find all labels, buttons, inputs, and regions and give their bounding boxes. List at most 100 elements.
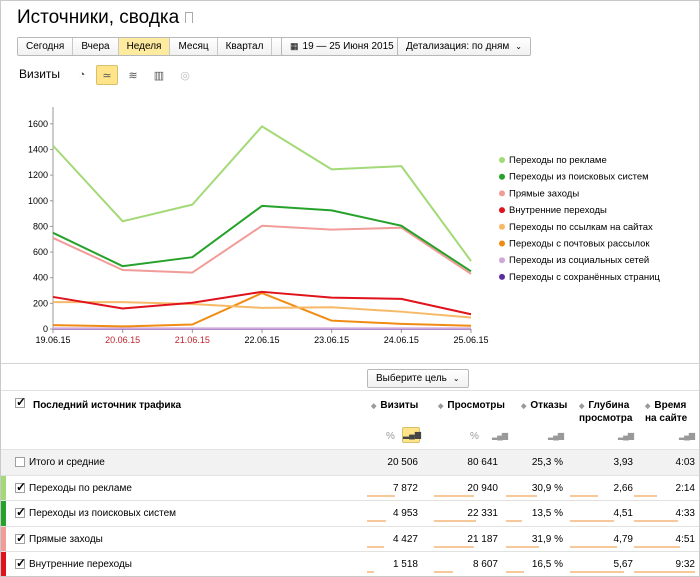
column-bounce-header[interactable]: ◆ Отказы xyxy=(521,400,567,413)
row-checkbox[interactable] xyxy=(15,556,26,570)
cell-value: 30,9 % xyxy=(531,482,563,494)
map-pin-icon[interactable]: ◎ xyxy=(180,69,190,82)
cell-share-bar xyxy=(434,520,476,522)
row-label: Переходы из поисковых систем xyxy=(29,508,177,519)
row-label: Переходы по рекламе xyxy=(29,482,132,494)
cell-value: 31,9 % xyxy=(531,533,563,545)
row-label: Внутренние переходы xyxy=(29,559,132,570)
sort-icon: ◆ xyxy=(438,403,444,410)
percent-toggle-pageviews[interactable]: % xyxy=(470,431,479,442)
cell-value: 4:51 xyxy=(675,533,695,545)
row-checkbox[interactable] xyxy=(15,531,26,545)
percent-toggle-visits[interactable]: % xyxy=(386,431,395,442)
detail-dropdown[interactable]: Детализация: по дням ⌄ xyxy=(397,37,531,56)
column-bounce-label: Отказы xyxy=(530,400,568,411)
cell-share-bar xyxy=(570,494,598,497)
bookmark-icon[interactable] xyxy=(185,12,194,23)
series-line xyxy=(52,204,472,273)
column-depth-header[interactable]: ◆ Глубина просмотра xyxy=(579,400,635,425)
x-tick-label: 23.06.15 xyxy=(314,335,349,345)
cell-value: 5,67 xyxy=(613,559,633,570)
series-line xyxy=(52,125,472,262)
cell-value: 20 506 xyxy=(387,457,418,468)
row-label: Прямые заходы xyxy=(29,533,103,545)
dimension-header[interactable]: Последний источник трафика xyxy=(33,400,182,411)
pie-chart-icon[interactable]: ◔ xyxy=(78,69,86,81)
sort-icon: ◆ xyxy=(579,403,585,410)
goal-select-button[interactable]: Выберите цель ⌄ xyxy=(367,369,469,388)
y-tick-label: 200 xyxy=(33,298,48,308)
bars-toggle-pageviews[interactable]: ▂▄▆ xyxy=(492,431,508,440)
period-selector: Сегодня Вчера Неделя Месяц Квартал Год xyxy=(17,37,306,56)
cell-value: 22 331 xyxy=(467,508,498,519)
cell-share-bar xyxy=(506,494,537,497)
table-row[interactable]: Внутренние переходы 1 518 8 607 16,5 % 5,67 9… xyxy=(1,551,699,576)
y-tick-label: 1000 xyxy=(28,196,48,206)
cell-share-bar xyxy=(634,545,680,548)
row-checkbox[interactable] xyxy=(15,505,26,519)
cell-value: 4 953 xyxy=(392,508,418,519)
table-row[interactable]: Прямые заходы 4 427 21 187 31,9 % 4,79 4:51 xyxy=(1,525,699,552)
cell-share-bar xyxy=(434,571,453,573)
chevron-down-icon: ⌄ xyxy=(452,374,460,383)
legend-label: Внутренние переходы xyxy=(509,205,607,216)
row-label: Итого и средние xyxy=(29,457,105,468)
row-checkbox[interactable] xyxy=(15,480,26,494)
row-checkbox[interactable] xyxy=(15,457,25,467)
legend-label: Переходы из социальных сетей xyxy=(509,255,649,266)
period-week-button[interactable]: Неделя xyxy=(118,38,171,55)
legend-label: Переходы из поисковых систем xyxy=(509,172,649,183)
period-month-button[interactable]: Месяц xyxy=(170,38,218,55)
x-tick-label: 22.06.15 xyxy=(244,335,279,345)
cell-share-bar xyxy=(570,571,624,573)
cell-share-bar xyxy=(367,520,386,522)
cell-value: 4 427 xyxy=(392,533,418,545)
chevron-down-icon: ⌄ xyxy=(515,42,522,51)
column-pageviews-header[interactable]: ◆ Просмотры xyxy=(438,400,505,413)
cell-share-bar xyxy=(506,520,522,522)
legend-label: Переходы по ссылкам на сайтах xyxy=(509,222,653,233)
cell-share-bar xyxy=(367,494,395,497)
series-line xyxy=(52,292,472,328)
cell-share-bar xyxy=(634,494,657,497)
column-visits-header[interactable]: ◆ Визиты xyxy=(371,400,418,413)
totals-row[interactable]: Итого и средние 20 506 80 641 25,3 % 3,93 4:0… xyxy=(1,449,699,475)
bars-toggle-bounce[interactable]: ▂▄▆ xyxy=(548,431,564,440)
cell-value: 4,51 xyxy=(613,508,633,519)
period-yesterday-button[interactable]: Вчера xyxy=(73,38,119,55)
period-quarter-button[interactable]: Квартал xyxy=(217,38,273,55)
date-range-button[interactable]: ▦ 19 — 25 Июня 2015 xyxy=(281,37,403,56)
bars-toggle-depth[interactable]: ▂▄▆ xyxy=(618,431,634,440)
legend-marker xyxy=(499,157,505,163)
cell-value: 7 872 xyxy=(392,482,418,494)
cell-share-bar xyxy=(506,545,539,548)
x-tick-label: 21.06.15 xyxy=(175,335,210,345)
dimension-checkbox[interactable] xyxy=(15,395,26,409)
legend-label: Переходы по рекламе xyxy=(509,155,607,166)
legend-marker xyxy=(499,207,505,214)
area-chart-icon[interactable]: ≋ xyxy=(128,69,138,82)
legend-marker xyxy=(499,273,505,280)
y-tick-label: 800 xyxy=(33,221,48,231)
column-time-header[interactable]: ◆ Время на сайте xyxy=(645,400,695,425)
bar-chart-icon[interactable]: ▥ xyxy=(153,69,165,82)
period-today-button[interactable]: Сегодня xyxy=(18,38,74,55)
series-line xyxy=(52,224,472,275)
sort-icon: ◆ xyxy=(645,403,651,410)
line-chart-icon[interactable]: ≃ xyxy=(96,65,118,85)
x-tick-label: 19.06.15 xyxy=(35,335,70,345)
bars-toggle-time[interactable]: ▂▄▆ xyxy=(679,431,695,440)
table-row[interactable]: Переходы из поисковых систем 4 953 22 331 1… xyxy=(1,500,699,526)
cell-value: 21 187 xyxy=(467,533,498,545)
bars-toggle-visits[interactable]: ▂▄▆ xyxy=(402,427,421,443)
legend-marker xyxy=(499,173,505,180)
legend-marker xyxy=(499,223,505,230)
y-tick-label: 400 xyxy=(33,273,48,283)
column-pageviews-label: Просмотры xyxy=(447,400,505,411)
column-time-label: Время на сайте xyxy=(645,400,688,424)
cell-share-bar xyxy=(570,520,614,522)
cell-value: 4:03 xyxy=(675,457,695,468)
legend-marker xyxy=(499,257,505,264)
table-row[interactable]: Переходы по рекламе 7 872 20 940 30,9 % 2,66… xyxy=(1,474,699,501)
series-color-stripe xyxy=(1,526,6,552)
